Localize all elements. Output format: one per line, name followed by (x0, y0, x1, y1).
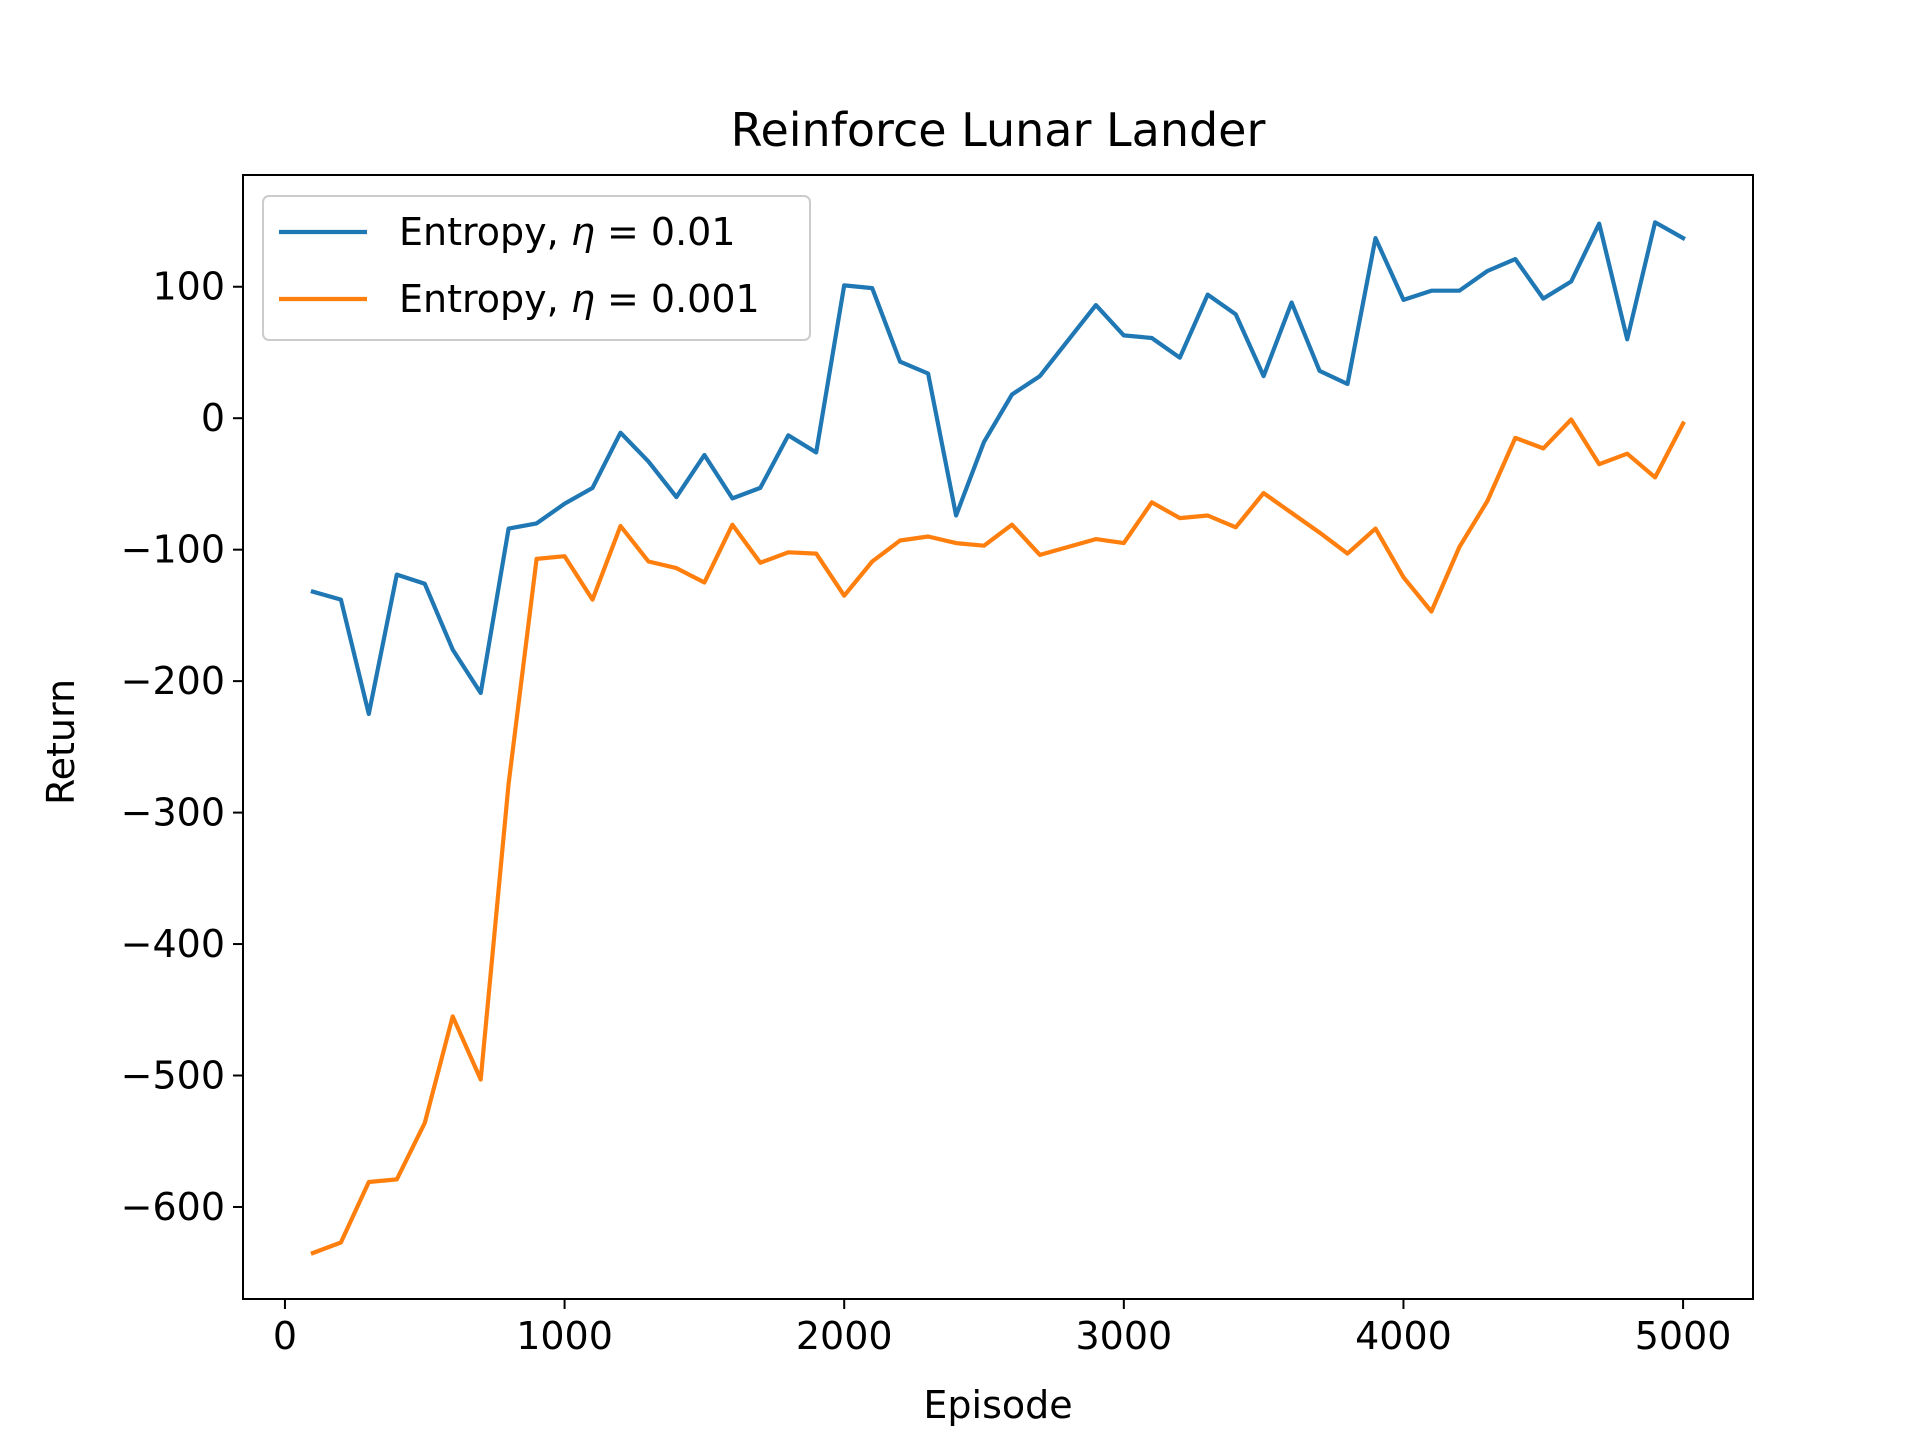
legend-label-symbol: η (571, 210, 595, 254)
y-tick-label: −400 (121, 922, 225, 966)
x-tick-label: 2000 (796, 1314, 893, 1358)
x-tick-label: 1000 (516, 1314, 613, 1358)
plot-frame (242, 174, 1754, 1300)
legend-label-suffix: = 0.01 (595, 210, 736, 254)
y-tick-label: −600 (121, 1185, 225, 1229)
legend-label-symbol: η (571, 277, 595, 321)
legend-label-1: Entropy, η = 0.01 (399, 210, 736, 254)
series-line-2 (310, 417, 1686, 1256)
x-tick-label: 5000 (1635, 1314, 1732, 1358)
legend-label-prefix: Entropy, (399, 277, 571, 321)
chart-title: Reinforce Lunar Lander (731, 103, 1266, 157)
y-tick-label: −100 (121, 528, 225, 572)
plot-area: 0 1000 2000 3000 4000 5000−600−500−400−300−20… (121, 174, 1754, 1358)
legend-box (262, 195, 811, 341)
y-tick-label: 0 (201, 396, 225, 440)
y-tick-label: −200 (121, 659, 225, 703)
legend-label-2: Entropy, η = 0.001 (399, 277, 760, 321)
y-tick-label: 100 (152, 265, 225, 309)
y-tick-label: −500 (121, 1054, 225, 1098)
y-tick-label: −300 (121, 791, 225, 835)
x-tick-label: 4000 (1355, 1314, 1452, 1358)
x-axis-label: Episode (923, 1383, 1072, 1427)
legend-label-prefix: Entropy, (399, 210, 571, 254)
x-tick-label: 0 (273, 1314, 297, 1358)
series-line-1 (310, 220, 1686, 717)
y-axis-label: Return (39, 679, 83, 805)
x-tick-label: 3000 (1075, 1314, 1172, 1358)
legend-label-suffix: = 0.001 (595, 277, 760, 321)
